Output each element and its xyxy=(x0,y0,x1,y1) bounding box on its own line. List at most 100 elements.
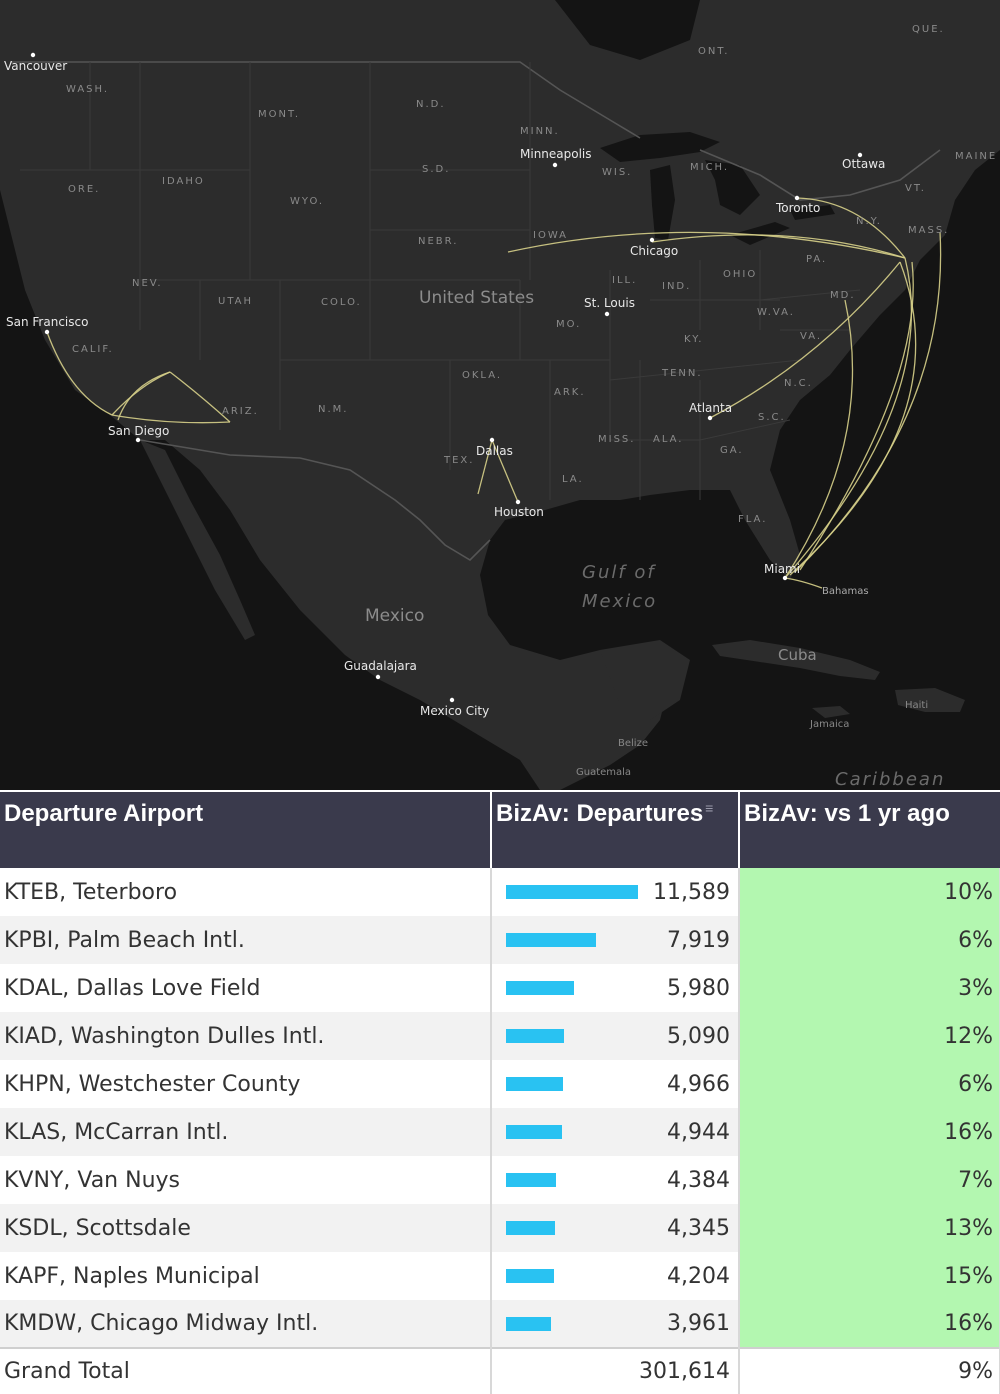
state-label: S.C. xyxy=(758,412,786,423)
route-vegas-phoenix xyxy=(169,371,231,423)
table-row[interactable]: KDAL, Dallas Love Field 5,980 3% xyxy=(0,964,1000,1012)
vs-cell: 7% xyxy=(739,1156,1000,1204)
state-label: COLO. xyxy=(321,297,362,308)
water-label-gulf: Gulf of xyxy=(582,562,656,583)
table-row[interactable]: KAPF, Naples Municipal 4,204 15% xyxy=(0,1252,1000,1300)
baja-peninsula xyxy=(140,440,255,640)
departures-bar xyxy=(506,1269,554,1283)
city-label: Guatemala xyxy=(576,767,631,778)
state-label: MONT. xyxy=(258,109,300,120)
city-label: St. Louis xyxy=(584,296,635,310)
departures-cell: 11,589 xyxy=(491,868,740,916)
lake-superior xyxy=(600,132,720,162)
header-departure-airport[interactable]: Departure Airport xyxy=(0,792,492,868)
state-label: CALIF. xyxy=(72,344,114,355)
table-row[interactable]: KPBI, Palm Beach Intl. 7,919 6% xyxy=(0,916,1000,964)
header-departures[interactable]: BizAv: Departures ≡ xyxy=(491,792,740,868)
jamaica-island xyxy=(812,706,850,718)
departures-cell: 4,944 xyxy=(491,1108,740,1156)
state-label: NEBR. xyxy=(418,236,458,247)
city-label: Miami xyxy=(764,562,800,576)
state-label: FLA. xyxy=(738,514,767,525)
state-label: TENN. xyxy=(661,368,703,379)
state-label: PA. xyxy=(806,254,827,265)
departures-bar xyxy=(506,933,596,947)
country-label-cuba: Cuba xyxy=(778,646,817,664)
departures-bar xyxy=(506,1317,551,1331)
state-label: WYO. xyxy=(290,196,324,207)
departures-cell: 4,345 xyxy=(491,1204,740,1252)
state-label: MICH. xyxy=(690,162,729,173)
state-label: S.D. xyxy=(422,164,450,175)
state-label: WASH. xyxy=(66,84,109,95)
lake-huron xyxy=(705,160,760,215)
city-label: Atlanta xyxy=(689,401,732,415)
table-row[interactable]: KVNY, Van Nuys 4,384 7% xyxy=(0,1156,1000,1204)
yucatan xyxy=(600,640,690,720)
water-label-gulf: Mexico xyxy=(582,591,657,612)
route-sf-sd xyxy=(46,331,113,416)
state-label: LA. xyxy=(562,474,584,485)
lake-erie xyxy=(730,222,790,245)
airport-cell: KIAD, Washington Dulles Intl. xyxy=(0,1012,492,1060)
route-miami-bahamas xyxy=(784,577,823,589)
state-label: ORE. xyxy=(68,184,100,195)
departures-bar xyxy=(506,1221,555,1235)
city-label: Chicago xyxy=(630,244,678,258)
sort-descending-icon[interactable]: ≡ xyxy=(705,800,714,816)
table-row[interactable]: KTEB, Teterboro 11,589 10% xyxy=(0,868,1000,916)
state-label: ONT. xyxy=(698,46,729,57)
state-label: N.Y. xyxy=(856,216,882,227)
city-label: Bahamas xyxy=(822,586,869,597)
country-label-mexico: Mexico xyxy=(365,606,424,626)
route-map[interactable]: WASH. ORE. IDAHO MONT. WYO. NEV. CALIF. … xyxy=(0,0,1000,790)
map-canvas: WASH. ORE. IDAHO MONT. WYO. NEV. CALIF. … xyxy=(0,0,1000,790)
airport-cell: KDAL, Dallas Love Field xyxy=(0,964,492,1012)
departures-value: 11,589 xyxy=(653,879,730,905)
header-label: BizAv: Departures xyxy=(496,800,704,827)
state-label: VT. xyxy=(905,183,926,194)
state-label: GA. xyxy=(720,445,744,456)
state-label: WIS. xyxy=(602,167,632,178)
city-markers: Vancouver San Francisco San Diego Minnea… xyxy=(4,52,928,778)
departures-bar xyxy=(506,1125,562,1139)
city-label: Guadalajara xyxy=(344,659,417,673)
route-dallas-houston xyxy=(491,439,519,503)
vs-cell: 6% xyxy=(739,1060,1000,1108)
state-label: IOWA xyxy=(533,230,568,241)
state-label: MISS. xyxy=(598,434,635,445)
state-label: NEV. xyxy=(132,278,163,289)
state-label: OHIO xyxy=(723,269,757,280)
state-label: IND. xyxy=(662,281,691,292)
state-label: N.M. xyxy=(318,404,348,415)
city-label: Haiti xyxy=(905,700,928,711)
header-label: BizAv: vs 1 yr ago xyxy=(744,800,950,827)
table-row[interactable]: KIAD, Washington Dulles Intl. 5,090 12% xyxy=(0,1012,1000,1060)
departures-cell: 4,384 xyxy=(491,1156,740,1204)
header-vs-1yr-ago[interactable]: BizAv: vs 1 yr ago xyxy=(739,792,1000,868)
table-body: KTEB, Teterboro 11,589 10% KPBI, Palm Be… xyxy=(0,868,1000,1394)
route-dallas-south xyxy=(477,439,493,495)
table-row[interactable]: KHPN, Westchester County 4,966 6% xyxy=(0,1060,1000,1108)
vs-cell: 15% xyxy=(739,1252,1000,1300)
state-label: OKLA. xyxy=(462,370,502,381)
state-label: VA. xyxy=(800,331,822,342)
header-label: Departure Airport xyxy=(4,800,204,827)
airport-cell: KMDW, Chicago Midway Intl. xyxy=(0,1300,492,1348)
lake-michigan xyxy=(650,165,675,240)
hispaniola-island xyxy=(895,688,965,712)
airport-cell: KHPN, Westchester County xyxy=(0,1060,492,1108)
route-la-phoenix xyxy=(111,414,231,424)
state-label: ARK. xyxy=(554,387,586,398)
departures-value: 7,919 xyxy=(667,927,730,953)
state-label: W.VA. xyxy=(757,307,795,318)
state-label: TEX. xyxy=(443,455,474,466)
us-canada-border xyxy=(10,61,941,201)
grand-total-row: Grand Total 301,614 9% xyxy=(0,1347,1000,1394)
departures-value: 4,345 xyxy=(667,1215,730,1241)
vs-cell: 13% xyxy=(739,1204,1000,1252)
table-row[interactable]: KMDW, Chicago Midway Intl. 3,961 16% xyxy=(0,1300,1000,1348)
table-row[interactable]: KLAS, McCarran Intl. 4,944 16% xyxy=(0,1108,1000,1156)
table-row[interactable]: KSDL, Scottsdale 4,345 13% xyxy=(0,1204,1000,1252)
total-vs: 9% xyxy=(739,1347,1000,1394)
